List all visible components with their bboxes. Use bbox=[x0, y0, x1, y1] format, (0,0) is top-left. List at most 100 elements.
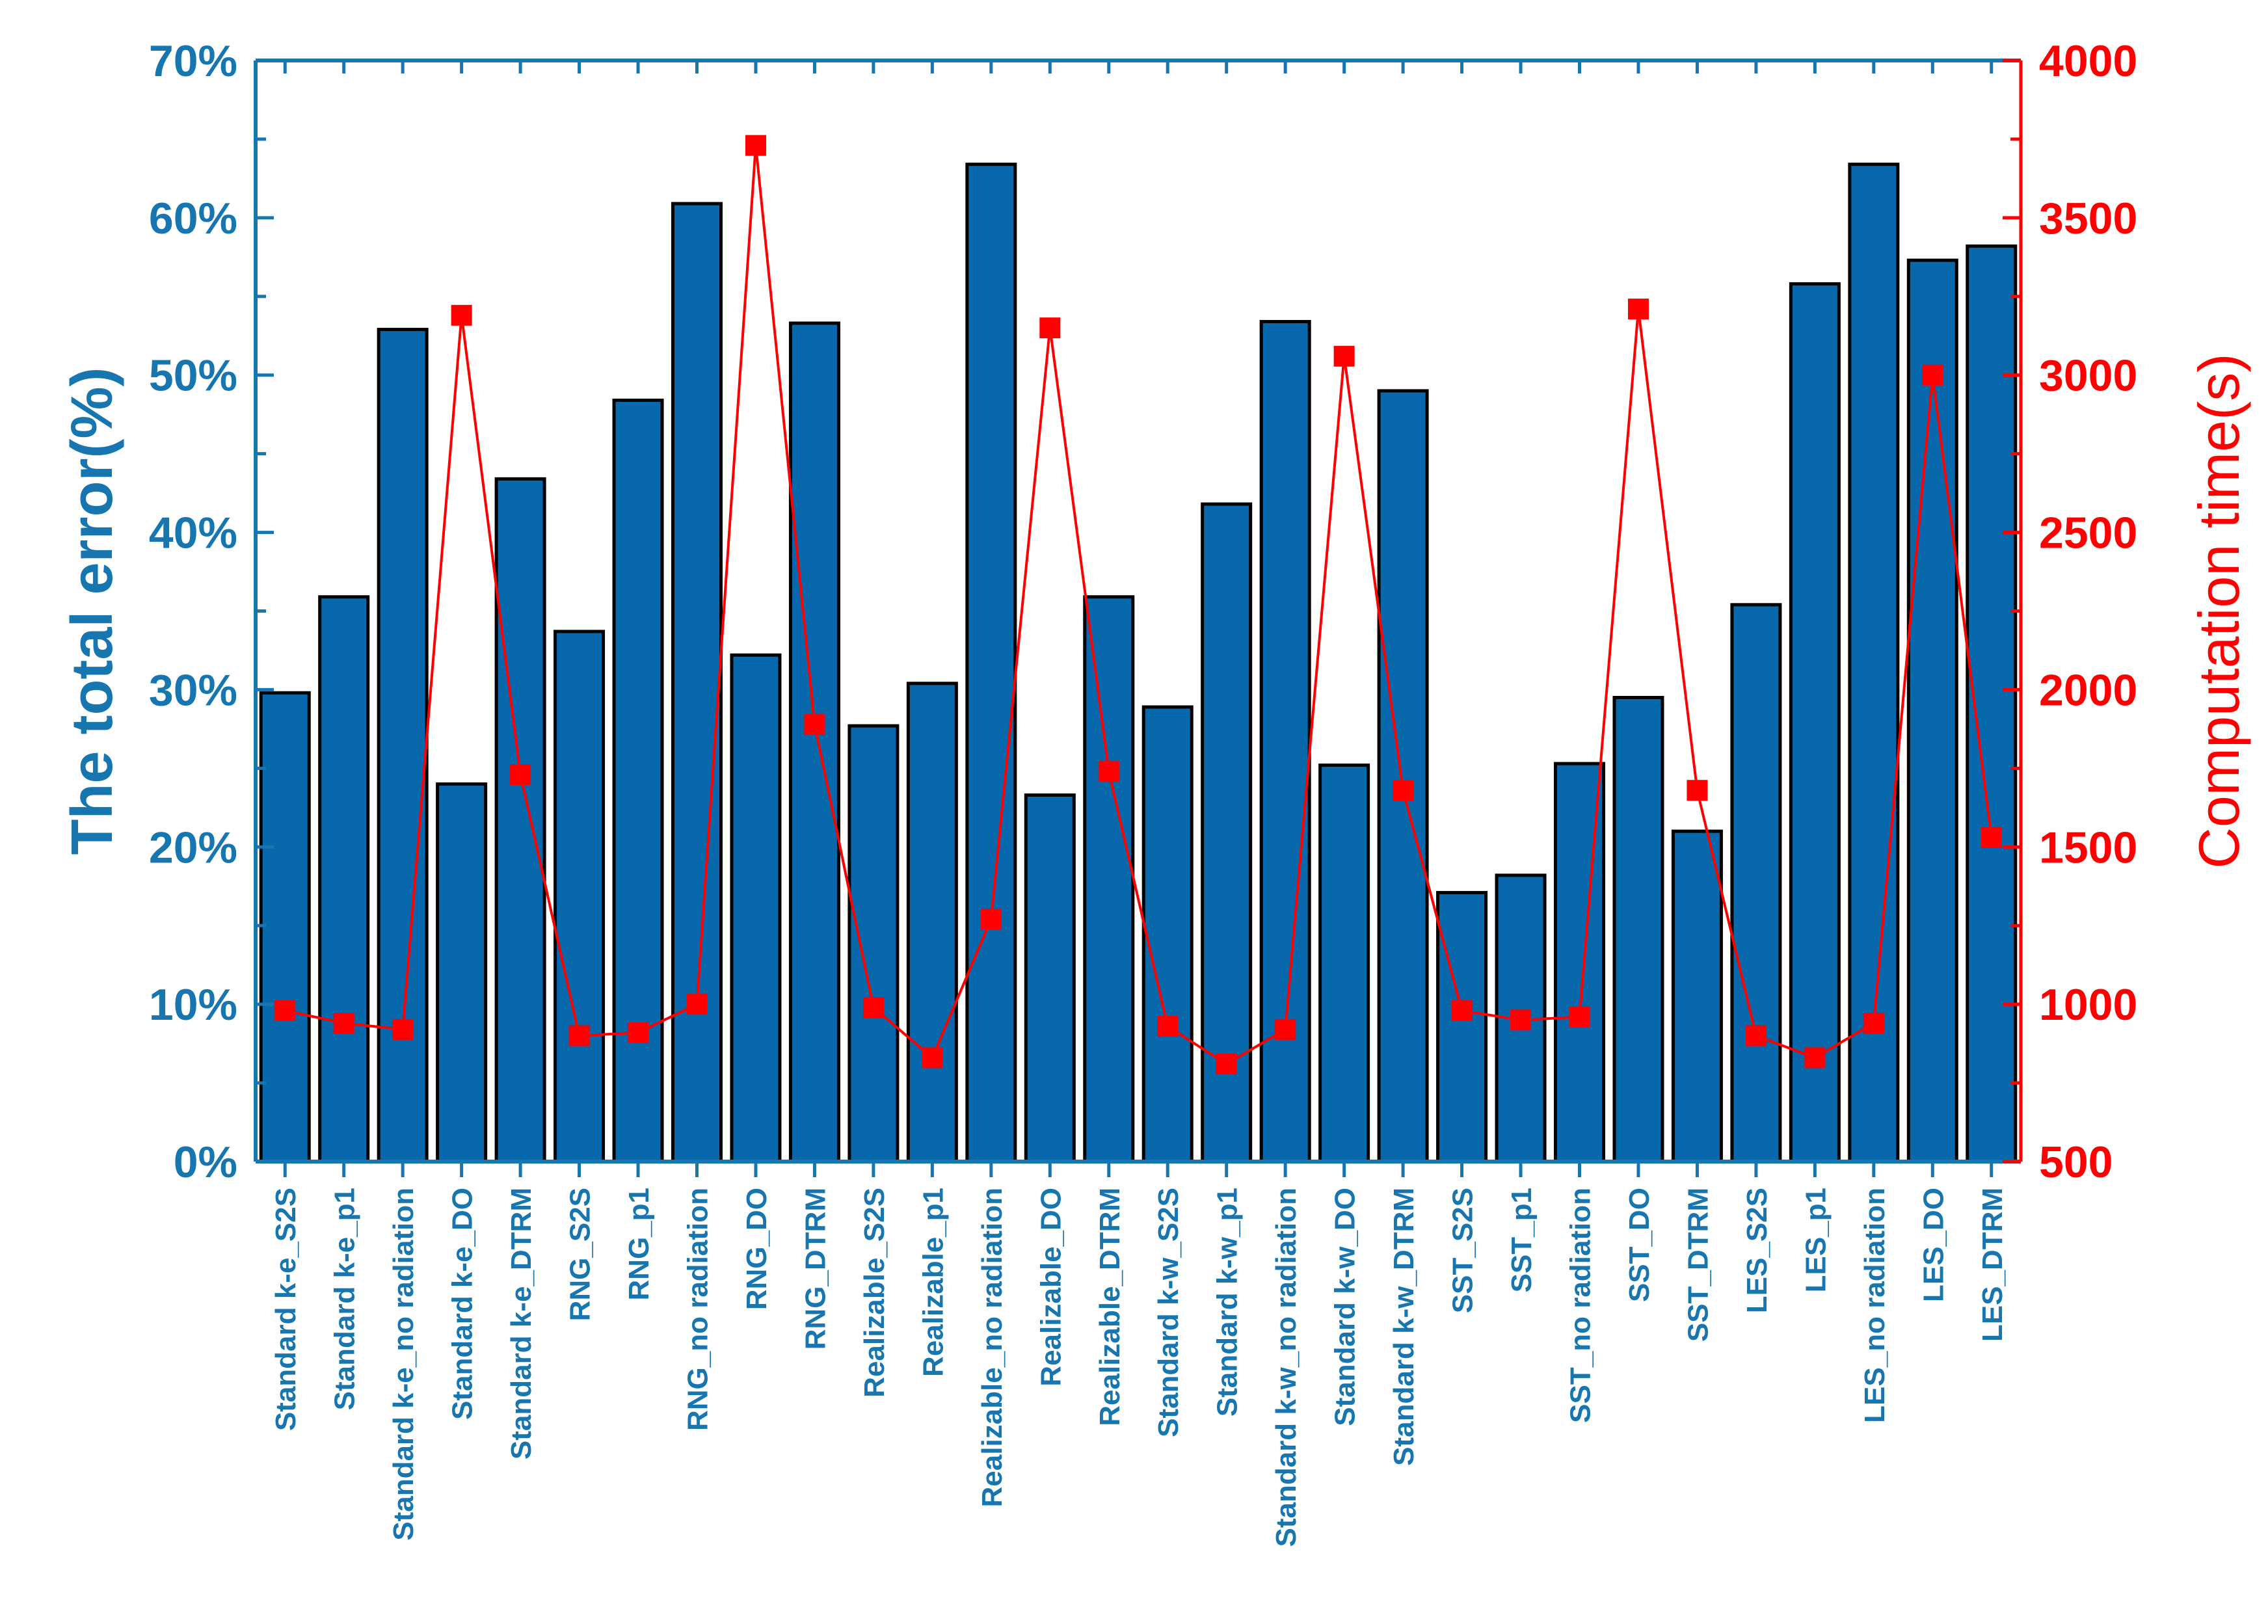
time-marker-8 bbox=[686, 994, 708, 1015]
time-marker-28 bbox=[1863, 1013, 1884, 1034]
y-right-tick-label: 500 bbox=[2039, 1138, 2113, 1187]
bar-11 bbox=[847, 724, 900, 1164]
y-right-tick-label: 1500 bbox=[2039, 823, 2137, 872]
time-marker-9 bbox=[745, 135, 766, 156]
time-marker-4 bbox=[451, 304, 472, 326]
x-category-label: Realizable_no radiation bbox=[976, 1188, 1008, 1507]
time-marker-20 bbox=[1393, 780, 1414, 801]
y-left-tick-label: 50% bbox=[149, 351, 237, 401]
time-marker-11 bbox=[862, 996, 884, 1018]
y-right-tick-label: 3000 bbox=[2039, 351, 2137, 401]
bar-19 bbox=[1318, 764, 1370, 1164]
y-left-tick-label: 30% bbox=[149, 665, 237, 715]
x-category-label: LES_no radiation bbox=[1859, 1188, 1891, 1423]
x-category-label: Standard k-e_DO bbox=[447, 1188, 479, 1420]
x-category-label: Standard k-e_no radiation bbox=[388, 1188, 420, 1541]
y-left-tick-label: 60% bbox=[149, 194, 237, 243]
bar-12 bbox=[906, 682, 958, 1164]
y-right-tick-label: 1000 bbox=[2039, 980, 2137, 1030]
x-category-label: Standard k-w_DTRM bbox=[1388, 1188, 1420, 1466]
line-series-computation-time bbox=[274, 135, 2002, 1075]
x-category-label: RNG_DTRM bbox=[799, 1188, 831, 1350]
axes: 0% 10% 20% 30% 40% 50% 60% 70% 500 1000 1500 2000 25… bbox=[149, 36, 2137, 1187]
x-category-label: LES_S2S bbox=[1741, 1188, 1773, 1313]
time-marker-6 bbox=[568, 1025, 590, 1046]
bar-1 bbox=[259, 691, 311, 1164]
bar-5 bbox=[494, 477, 546, 1164]
y-left-tick-label: 40% bbox=[149, 509, 237, 558]
x-category-label: RNG_p1 bbox=[623, 1188, 655, 1301]
x-category-label: RNG_S2S bbox=[565, 1188, 596, 1321]
time-marker-15 bbox=[1098, 761, 1119, 782]
bar-25 bbox=[1671, 829, 1723, 1164]
time-marker-17 bbox=[1216, 1054, 1237, 1075]
y-left-tick-label: 20% bbox=[149, 823, 237, 872]
x-category-label: LES_DO bbox=[1917, 1188, 1949, 1302]
bar-21 bbox=[1436, 890, 1488, 1164]
x-category-label: SST_no radiation bbox=[1565, 1188, 1597, 1423]
bar-24 bbox=[1612, 696, 1664, 1164]
y-axis-left-title: The total error(%) bbox=[60, 367, 125, 855]
time-marker-25 bbox=[1687, 780, 1708, 801]
time-marker-13 bbox=[980, 909, 1002, 930]
x-category-label: Standard k-w_no radiation bbox=[1270, 1188, 1302, 1547]
time-marker-21 bbox=[1451, 1000, 1473, 1021]
time-marker-30 bbox=[1981, 827, 2002, 848]
x-category-label: Standard k-w_S2S bbox=[1153, 1188, 1184, 1437]
bar-series-total-error bbox=[259, 163, 2018, 1164]
bar-27 bbox=[1789, 282, 1841, 1164]
y-right-tick-label: 2500 bbox=[2039, 509, 2137, 558]
bar-16 bbox=[1141, 705, 1194, 1164]
time-marker-3 bbox=[392, 1018, 414, 1040]
time-marker-26 bbox=[1745, 1025, 1767, 1046]
time-marker-16 bbox=[1157, 1016, 1179, 1037]
bar-9 bbox=[730, 653, 782, 1164]
x-category-label: Realizable_p1 bbox=[917, 1188, 949, 1377]
y-right-tick-label: 2000 bbox=[2039, 665, 2137, 715]
category-labels: Standard k-e_S2S Standard k-e_p1 Standard … bbox=[270, 1188, 2008, 1547]
time-marker-22 bbox=[1510, 1009, 1532, 1031]
x-category-label: Standard k-w_p1 bbox=[1212, 1188, 1244, 1417]
time-marker-10 bbox=[804, 713, 825, 735]
y-left-tick-label: 10% bbox=[149, 980, 237, 1030]
time-marker-2 bbox=[333, 1013, 354, 1034]
time-marker-1 bbox=[274, 1000, 296, 1021]
x-category-label: Standard k-e_S2S bbox=[270, 1188, 302, 1431]
y-left-tick-label: 70% bbox=[149, 36, 237, 86]
bar-28 bbox=[1848, 163, 1900, 1164]
x-category-label: LES_DTRM bbox=[1977, 1188, 2008, 1342]
time-marker-24 bbox=[1627, 299, 1649, 320]
time-marker-7 bbox=[628, 1022, 649, 1043]
time-marker-27 bbox=[1804, 1047, 1826, 1069]
x-category-label: SST_p1 bbox=[1506, 1188, 1538, 1292]
x-category-label: Realizable_DTRM bbox=[1094, 1188, 1126, 1426]
bar-15 bbox=[1083, 595, 1135, 1164]
y-right-tick-label: 3500 bbox=[2039, 194, 2137, 243]
x-category-label: Realizable_S2S bbox=[859, 1188, 890, 1398]
bar-4 bbox=[436, 782, 488, 1164]
bar-29 bbox=[1906, 258, 1958, 1164]
x-category-label: Standard k-e_DTRM bbox=[505, 1188, 537, 1459]
time-marker-14 bbox=[1039, 317, 1061, 339]
bar-14 bbox=[1024, 793, 1076, 1164]
x-category-label: SST_S2S bbox=[1447, 1188, 1479, 1313]
bar-8 bbox=[671, 202, 723, 1164]
time-marker-5 bbox=[510, 764, 531, 786]
time-marker-18 bbox=[1275, 1018, 1296, 1040]
bar-10 bbox=[788, 321, 840, 1164]
x-category-label: LES_p1 bbox=[1800, 1188, 1832, 1292]
x-category-label: RNG_no radiation bbox=[682, 1188, 714, 1431]
time-marker-19 bbox=[1333, 345, 1355, 367]
bar-2 bbox=[318, 595, 370, 1164]
time-marker-29 bbox=[1922, 364, 1943, 386]
bar-26 bbox=[1730, 603, 1782, 1164]
bar-6 bbox=[554, 630, 606, 1164]
computation-time-line bbox=[284, 145, 1993, 1066]
x-category-label: SST_DTRM bbox=[1682, 1188, 1714, 1342]
time-marker-23 bbox=[1569, 1006, 1590, 1028]
bar-7 bbox=[612, 398, 664, 1164]
x-category-label: Standard k-e_p1 bbox=[329, 1188, 361, 1410]
bar-13 bbox=[965, 163, 1017, 1164]
y-left-tick-label: 0% bbox=[174, 1138, 237, 1187]
